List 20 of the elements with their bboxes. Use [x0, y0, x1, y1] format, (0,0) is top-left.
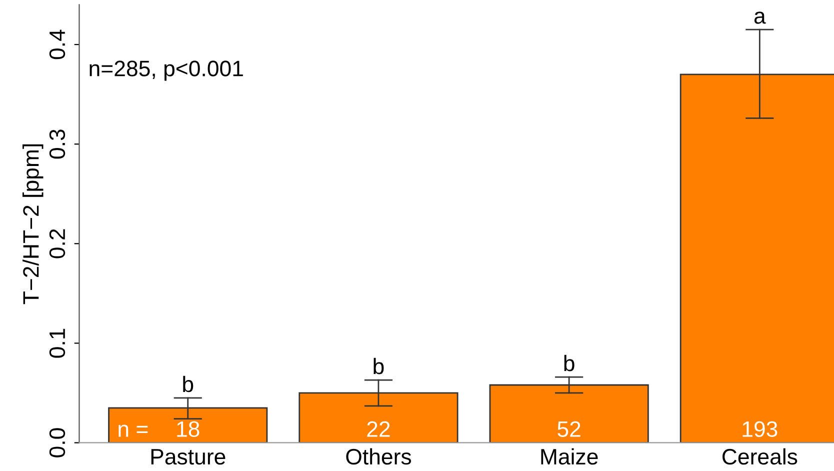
annotation: 52 — [558, 421, 580, 437]
x-tick-label: Cereals — [722, 448, 798, 465]
annotation: n = — [118, 424, 148, 437]
annotation: 18 — [177, 421, 200, 437]
y-tick-label: 0.4 — [49, 30, 66, 60]
annotation: 193 — [742, 421, 778, 437]
annotation: a — [754, 12, 766, 24]
annotation: n=285, p<0.001 — [90, 60, 243, 81]
x-tick-label: Pasture — [151, 449, 226, 465]
annotation: b — [183, 376, 194, 392]
annotation: b — [564, 354, 574, 372]
y-axis-title: T−2/HT−2 [ppm] — [22, 144, 44, 304]
y-tick-label: 0.3 — [49, 130, 66, 159]
y-tick-label: 0.0 — [49, 428, 66, 458]
x-tick-label: Others — [346, 448, 412, 465]
annotation: 22 — [367, 421, 390, 437]
annotation: b — [374, 358, 384, 374]
y-tick-label: 0.1 — [49, 328, 66, 358]
x-tick-label: Maize — [541, 448, 598, 465]
y-tick-label: 0.2 — [49, 229, 66, 258]
